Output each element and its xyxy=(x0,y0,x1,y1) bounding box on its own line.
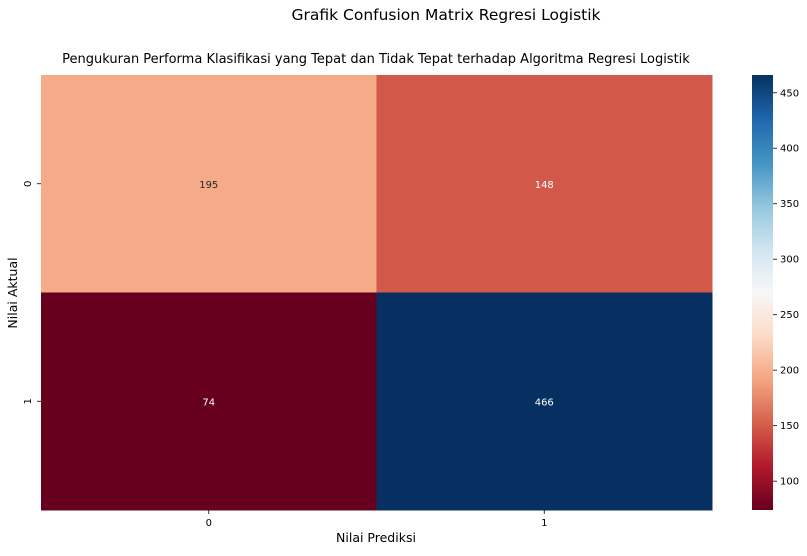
y-axis: 01 xyxy=(23,181,41,404)
chart-suptitle: Grafik Confusion Matrix Regresi Logistik xyxy=(291,6,600,24)
colorbar-tick-label-6: 400 xyxy=(780,144,799,155)
heatmap-cells xyxy=(41,75,713,511)
colorbar-tick-label-3: 250 xyxy=(780,310,799,321)
x-tick-label-1: 1 xyxy=(541,518,547,529)
heatmap-cell-r1-c0 xyxy=(41,292,377,511)
heatmap-cell-r1-c1 xyxy=(376,292,713,511)
colorbar-tick-label-5: 350 xyxy=(780,199,799,210)
y-tick-label-1: 1 xyxy=(23,398,34,404)
heatmap-annotations: 195 148 74 466 xyxy=(199,180,554,409)
y-axis-label: Nilai Aktual xyxy=(5,257,20,328)
y-tick-label-0: 0 xyxy=(23,181,34,187)
colorbar-gradient xyxy=(752,75,773,510)
cell-annotation-r0-c0: 195 xyxy=(199,180,218,191)
colorbar-tick-label-4: 300 xyxy=(780,255,799,266)
heatmap-cell-r0-c0 xyxy=(41,75,377,293)
colorbar-tick-label-1: 150 xyxy=(780,421,799,432)
heatmap-cell-r0-c1 xyxy=(376,75,713,293)
x-axis-label: Nilai Prediksi xyxy=(336,530,416,545)
cell-annotation-r0-c1: 148 xyxy=(535,180,554,191)
cell-annotation-r1-c0: 74 xyxy=(202,397,215,408)
colorbar: 100 150 200 250 300 350 400 450 xyxy=(752,75,799,510)
x-tick-label-0: 0 xyxy=(206,518,212,529)
cell-annotation-r1-c1: 466 xyxy=(535,397,554,408)
colorbar-tick-label-7: 450 xyxy=(780,88,799,99)
colorbar-tick-label-0: 100 xyxy=(780,477,799,488)
chart-title: Pengukuran Performa Klasifikasi yang Tep… xyxy=(62,52,690,67)
colorbar-tick-label-2: 200 xyxy=(780,366,799,377)
